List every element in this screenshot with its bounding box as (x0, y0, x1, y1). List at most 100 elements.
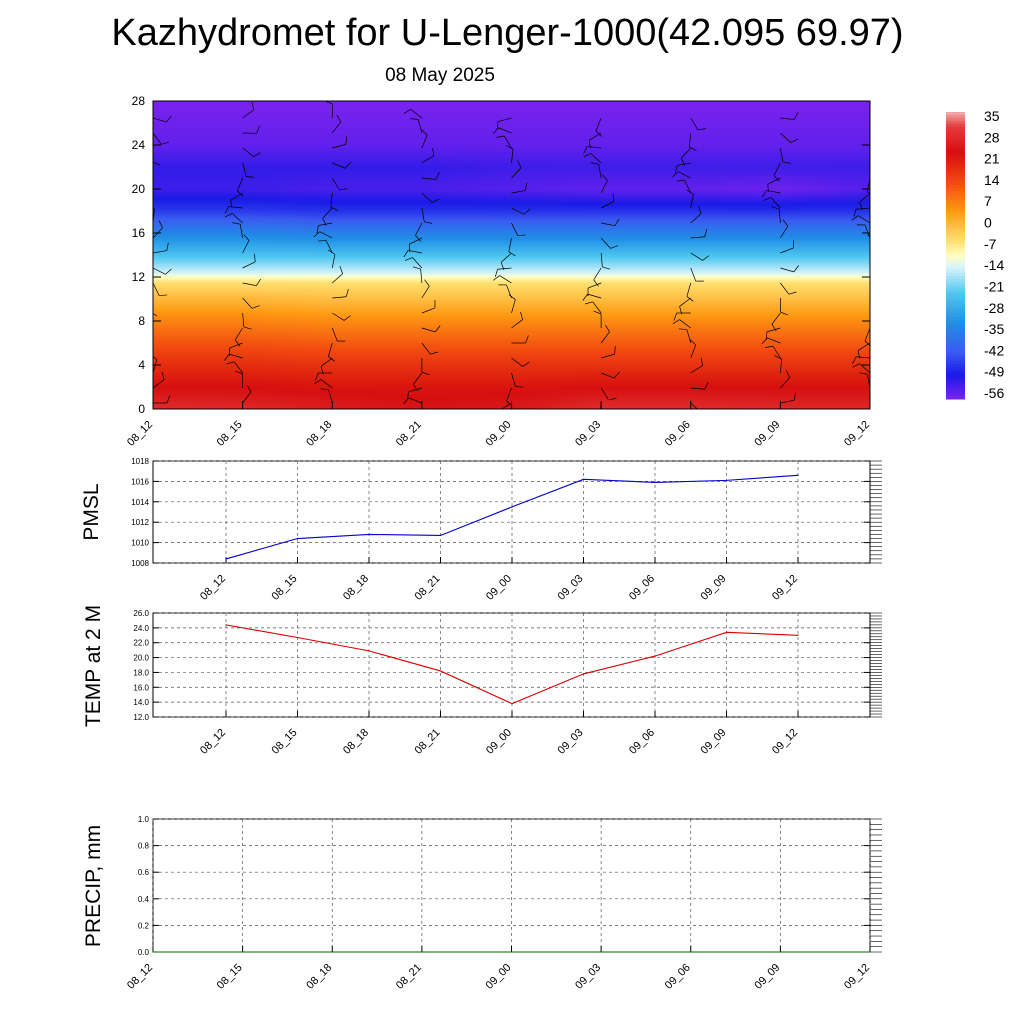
heat-cell (601, 219, 692, 223)
heat-cell (421, 171, 513, 174)
heat-cell (780, 190, 870, 194)
heat-cell (421, 179, 513, 183)
wind-barb (506, 387, 512, 402)
heat-cell (242, 371, 333, 375)
heat-cell (690, 298, 781, 302)
heat-cell (601, 406, 692, 409)
heat-cell (780, 226, 870, 229)
heat-cell (242, 406, 333, 409)
heat-cell (421, 210, 513, 214)
heat-cell (690, 340, 781, 344)
heat-cell (242, 206, 333, 210)
heat-cell (690, 305, 781, 309)
wind-barb (511, 149, 514, 164)
heat-cell (421, 261, 513, 265)
heat-cell (601, 155, 692, 159)
heat-cell (511, 318, 602, 322)
heat-cell (242, 391, 333, 394)
heat-cell (332, 153, 423, 157)
heat-cell (153, 369, 244, 372)
heat-cell (511, 149, 602, 152)
heat-cell (421, 292, 513, 295)
heat-cell (421, 344, 513, 348)
wind-barb-flag (702, 255, 710, 261)
heat-cell (421, 311, 513, 315)
colorbar-swatch (946, 214, 965, 218)
x-tick-label: 09_06 (663, 962, 693, 992)
heat-cell (332, 157, 423, 161)
heat-cell (780, 186, 870, 190)
wind-barb (511, 357, 523, 367)
colorbar-swatch (946, 261, 965, 265)
heat-cell (511, 278, 602, 282)
heat-cell (332, 223, 423, 227)
heat-cell (690, 151, 781, 155)
heat-cell (242, 171, 333, 174)
colorbar-swatch (946, 264, 965, 268)
colorbar-swatch (946, 363, 965, 368)
heat-cell (690, 351, 781, 355)
heat-cell (601, 358, 692, 361)
wind-barb-flag (762, 190, 767, 198)
wind-barb-flag (851, 215, 859, 221)
heat-cell (332, 135, 423, 139)
heat-cell (690, 327, 781, 331)
heat-cell (332, 162, 423, 166)
wind-barb (409, 237, 423, 245)
wind-barb-flag (435, 325, 441, 333)
heat-cell (601, 272, 692, 276)
heat-cell (332, 318, 423, 322)
heat-cell (511, 173, 602, 177)
colorbar-swatch (946, 325, 965, 330)
wind-barb (332, 162, 346, 169)
colorbar-swatch (946, 366, 965, 371)
y-tick-label: 24 (132, 138, 146, 152)
heat-cell (780, 129, 870, 133)
heat-cell (511, 393, 602, 397)
colorbar-label: -7 (984, 236, 997, 252)
heat-cell (153, 171, 244, 174)
heat-cell (511, 197, 602, 201)
heat-cell (601, 151, 692, 155)
data-point (421, 951, 423, 953)
heat-cell (332, 344, 423, 348)
wind-barb-flag (166, 242, 169, 251)
heat-cell (242, 322, 333, 326)
wind-barb-flag (584, 301, 593, 305)
wind-barb-flag (773, 175, 780, 182)
heat-cell (242, 281, 333, 284)
heat-cell (601, 237, 692, 240)
heat-cell (511, 364, 602, 368)
heat-cell (332, 281, 423, 284)
wind-barb-flag (421, 129, 428, 136)
heat-cell (153, 318, 244, 322)
heat-cell (780, 164, 870, 168)
heat-cell (421, 270, 513, 273)
x-tick-label: 08_15 (215, 419, 245, 449)
colorbar-swatch (946, 255, 965, 259)
wind-barb (153, 117, 167, 123)
heat-cell (332, 118, 423, 122)
data-point (439, 670, 442, 672)
heat-cell (511, 146, 602, 150)
heat-cell (780, 221, 870, 225)
heat-cell (153, 162, 244, 166)
heat-cell (511, 369, 602, 372)
heat-cell (780, 303, 870, 306)
heat-cell (421, 395, 513, 399)
wind-barb (417, 119, 423, 134)
wind-barb (690, 213, 702, 224)
wind-barb (770, 197, 781, 209)
heat-cell (332, 333, 423, 337)
heat-cell (242, 226, 333, 229)
heat-cell (332, 336, 423, 339)
heat-cell (153, 131, 244, 135)
heat-cell (690, 287, 781, 291)
heat-cell (511, 388, 602, 392)
heat-cell (690, 362, 781, 366)
heat-cell (511, 373, 602, 377)
wind-barb (595, 117, 602, 132)
heat-cell (690, 318, 781, 322)
heat-cell (242, 234, 333, 238)
heat-cell (601, 173, 692, 177)
